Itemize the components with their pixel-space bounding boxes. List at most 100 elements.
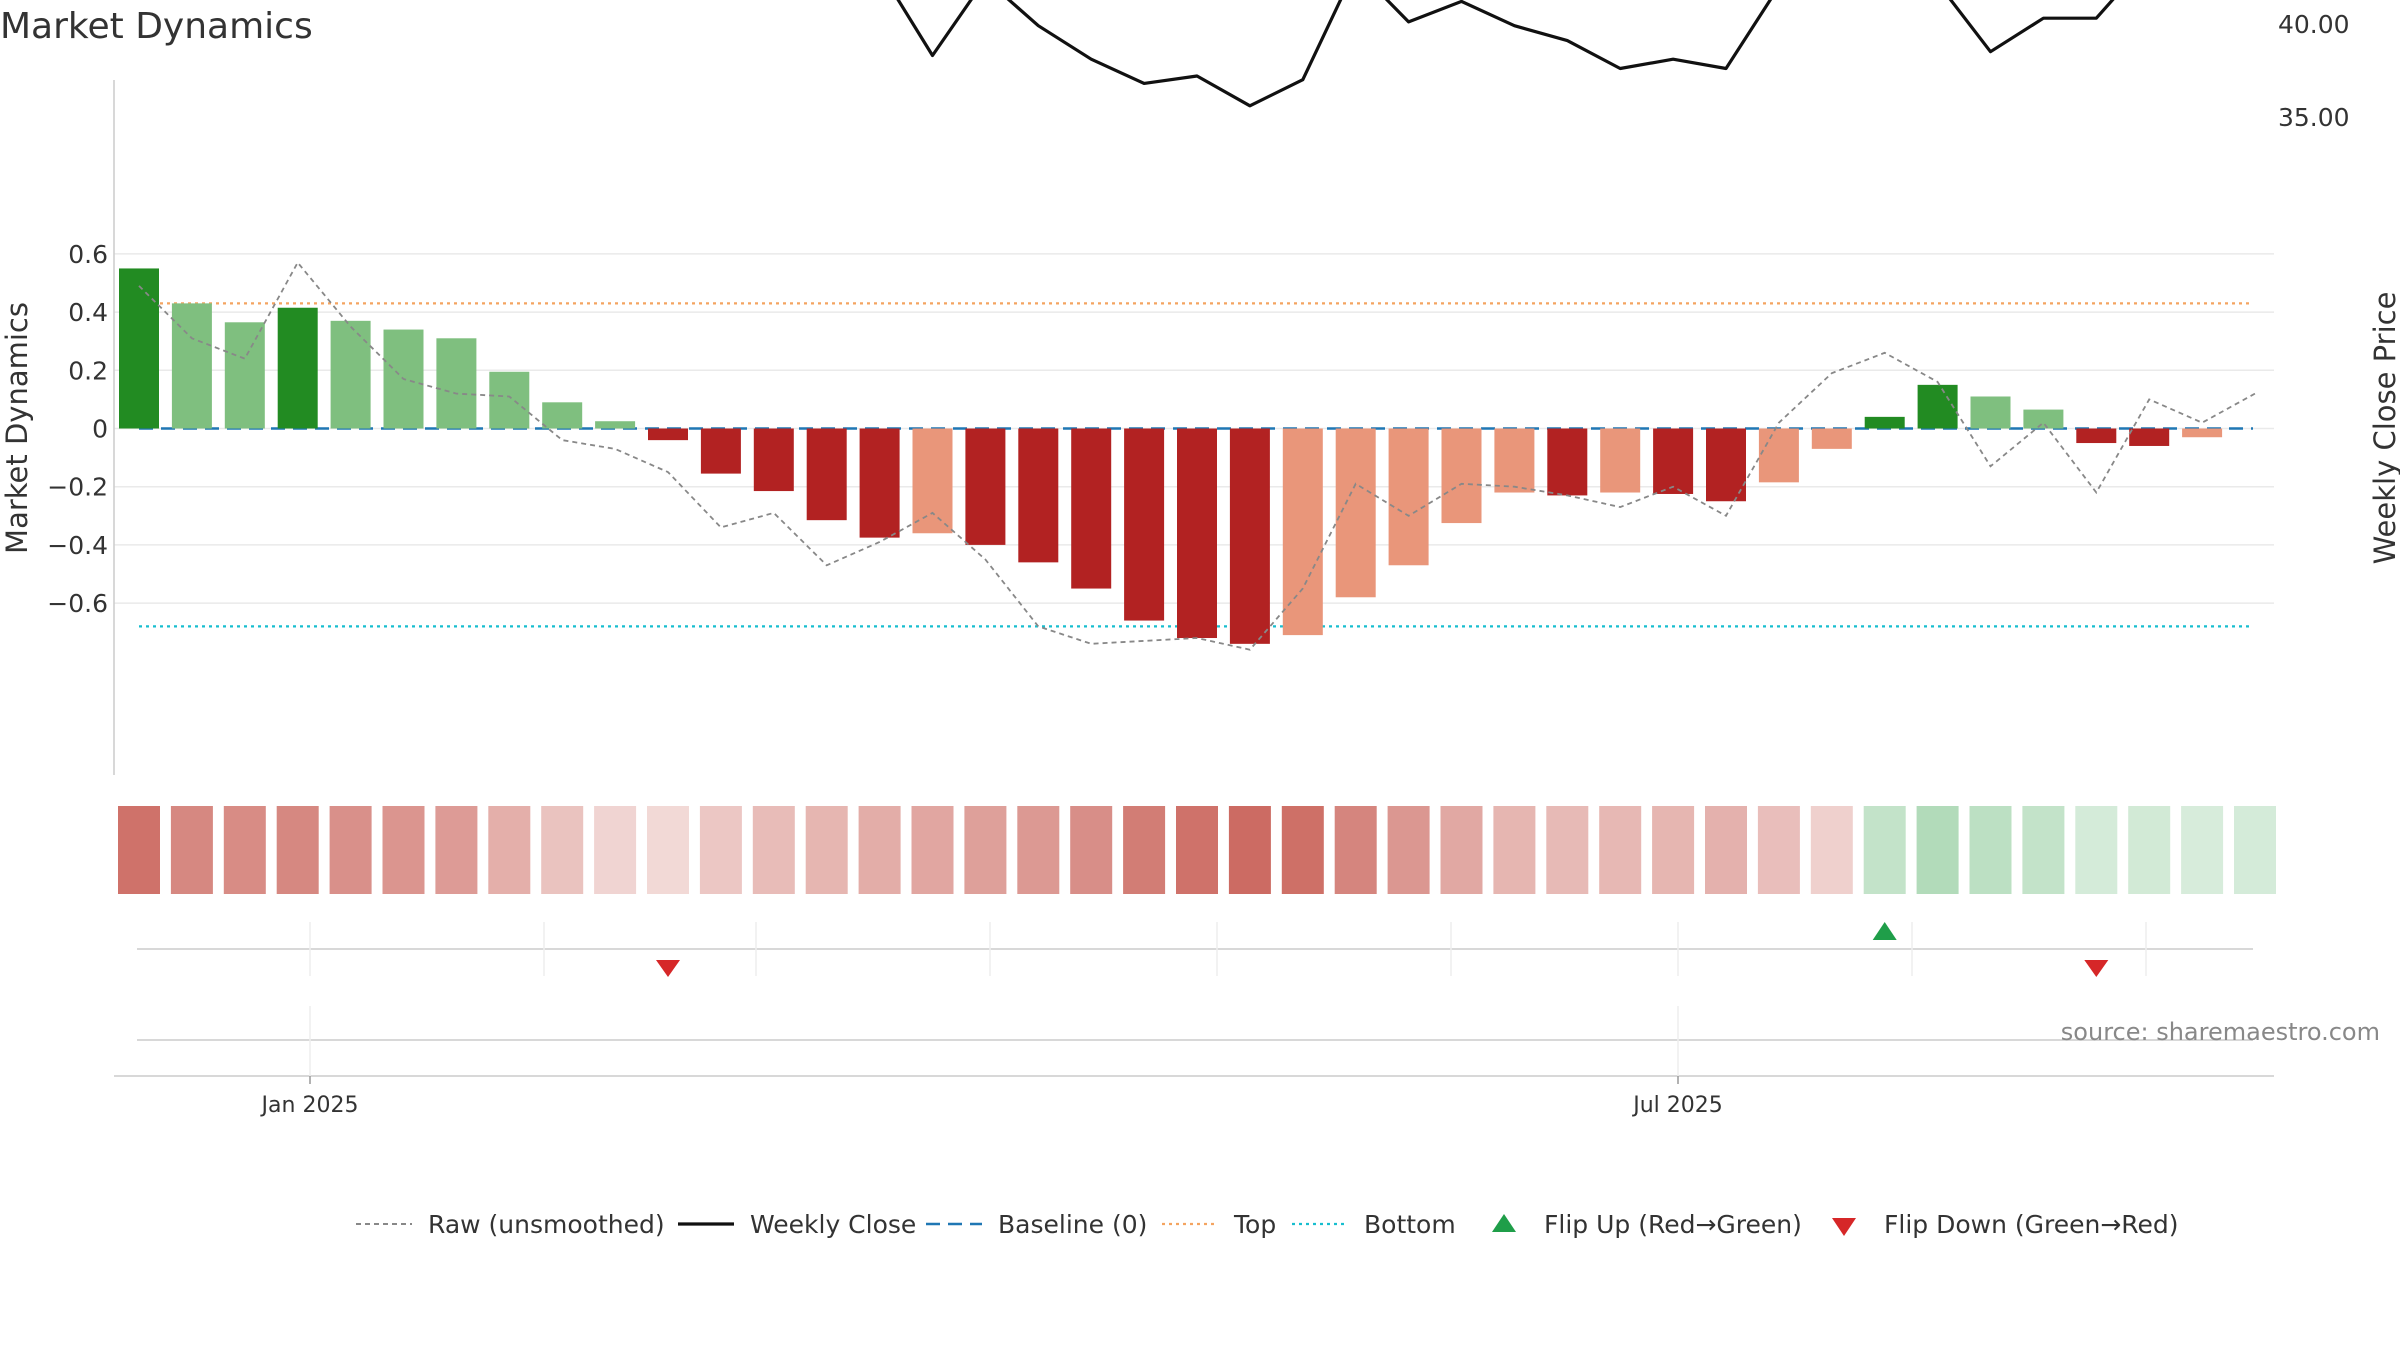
- dynamics-bar: [1388, 428, 1429, 566]
- heat-cell: [1281, 806, 1324, 894]
- source-note: source: sharemaestro.com: [2061, 1018, 2380, 1046]
- legend-item: Weekly Close: [678, 1210, 916, 1239]
- heat-cell: [435, 806, 478, 894]
- dynamics-bar: [1811, 428, 1852, 449]
- flip-down-marker: [656, 960, 680, 977]
- heat-cell: [329, 806, 372, 894]
- heat-cell: [752, 806, 795, 894]
- right-tick-label: 35.00: [2278, 103, 2350, 132]
- heat-cell: [1070, 806, 1113, 894]
- heat-cell: [1334, 806, 1377, 894]
- dynamics-bar: [224, 322, 265, 429]
- dynamics-bar: [1970, 396, 2011, 429]
- heat-cell: [1546, 806, 1589, 894]
- dynamics-bar: [436, 338, 477, 429]
- dynamics-bar: [753, 428, 794, 492]
- left-tick-label: −0.4: [47, 531, 108, 560]
- heat-cell: [1599, 806, 1642, 894]
- left-tick-label: 0.2: [68, 356, 108, 385]
- heat-cell: [805, 806, 848, 894]
- dynamics-bar: [1706, 428, 1746, 502]
- dynamics-bar: [489, 371, 530, 429]
- heat-cell: [276, 806, 319, 894]
- dynamics-bars: [119, 268, 2223, 644]
- x-tick-label: Jul 2025: [1631, 1093, 1723, 1118]
- heat-cell: [1017, 806, 1060, 894]
- dynamics-bar: [1547, 428, 1588, 496]
- heat-cell: [382, 806, 425, 894]
- heat-cell: [223, 806, 266, 894]
- dynamics-bar: [2076, 428, 2117, 444]
- legend-item: Bottom: [1292, 1210, 1456, 1239]
- legend-label: Flip Up (Red→Green): [1544, 1210, 1802, 1239]
- heat-cell: [1916, 806, 1959, 894]
- legend-label: Raw (unsmoothed): [428, 1210, 665, 1239]
- y-axis-label-left: Market Dynamics: [0, 302, 34, 554]
- dynamics-bar: [277, 307, 318, 429]
- left-tick-label: 0: [92, 415, 108, 444]
- heat-cell: [1863, 806, 1906, 894]
- dynamics-bar: [806, 428, 847, 521]
- flip-panel: [137, 922, 2253, 977]
- legend: Raw (unsmoothed) Weekly Close Baseline (0)…: [356, 1210, 2179, 1239]
- left-tick-label: 0.6: [68, 240, 108, 269]
- legend-item: Flip Up (Red→Green): [1492, 1210, 1802, 1239]
- legend-item: Flip Down (Green→Red): [1832, 1210, 2179, 1239]
- dynamics-bar: [119, 268, 159, 429]
- legend-label: Bottom: [1364, 1210, 1456, 1239]
- dynamics-bar: [1758, 428, 1799, 483]
- heat-cell: [1969, 806, 2012, 894]
- heat-cell: [1705, 806, 1747, 894]
- dynamics-bar: [700, 428, 741, 474]
- left-tick-label: −0.6: [47, 589, 108, 618]
- dynamics-bar: [965, 428, 1006, 545]
- dynamics-bar: [1282, 428, 1323, 636]
- heat-cell: [858, 806, 901, 894]
- legend-label: Weekly Close: [750, 1210, 916, 1239]
- dynamics-bar: [542, 402, 583, 429]
- legend-item: Baseline (0): [926, 1210, 1147, 1239]
- dynamics-bar: [330, 320, 371, 429]
- heat-cell: [1652, 806, 1695, 894]
- right-tick-label: 40.00: [2278, 10, 2350, 39]
- x-tick-label: Jan 2025: [260, 1093, 359, 1118]
- legend-label: Top: [1233, 1210, 1276, 1239]
- heat-cell: [911, 806, 954, 894]
- dynamics-bar: [912, 428, 953, 534]
- raw-series: [138, 261, 2256, 651]
- left-tick-label: −0.2: [47, 473, 108, 502]
- legend-label: Flip Down (Green→Red): [1884, 1210, 2179, 1239]
- left-tick-label: 0.4: [68, 298, 108, 327]
- legend-swatch-flip-down: [1832, 1218, 1856, 1236]
- heat-cell: [2022, 806, 2065, 894]
- legend-item: Raw (unsmoothed): [356, 1210, 665, 1239]
- dynamics-bar: [648, 428, 688, 441]
- heat-cell: [1176, 806, 1218, 894]
- heat-cell: [170, 806, 213, 894]
- bottom-panel: [114, 1006, 2274, 1077]
- dynamics-bar: [1864, 416, 1905, 429]
- dynamics-bar: [171, 303, 212, 429]
- dynamics-bar: [1600, 428, 1641, 493]
- x-axis-ticks: Jan 2025 Jul 2025: [260, 1076, 1723, 1118]
- dynamics-bar: [1441, 428, 1482, 524]
- flip-down-marker: [2084, 960, 2109, 977]
- dynamics-bar: [1124, 428, 1165, 621]
- legend-item: Top: [1162, 1210, 1276, 1239]
- heat-cell: [699, 806, 742, 894]
- flip-up-marker: [1872, 922, 1897, 940]
- dynamics-bar: [2129, 428, 2170, 446]
- dynamics-bar: [595, 421, 636, 429]
- dynamics-bar: [1018, 428, 1059, 563]
- heat-cell: [2181, 806, 2224, 894]
- heat-cell: [1228, 806, 1271, 894]
- heat-cell: [1123, 806, 1166, 894]
- heat-cell: [2128, 806, 2171, 894]
- weekly-close-line: [896, 0, 2115, 108]
- legend-swatch-flip-up: [1492, 1214, 1516, 1232]
- heat-cell: [647, 806, 689, 894]
- dynamics-bar: [2023, 409, 2064, 429]
- weekly-close-series: [896, 0, 2115, 108]
- raw-line: [138, 261, 2256, 651]
